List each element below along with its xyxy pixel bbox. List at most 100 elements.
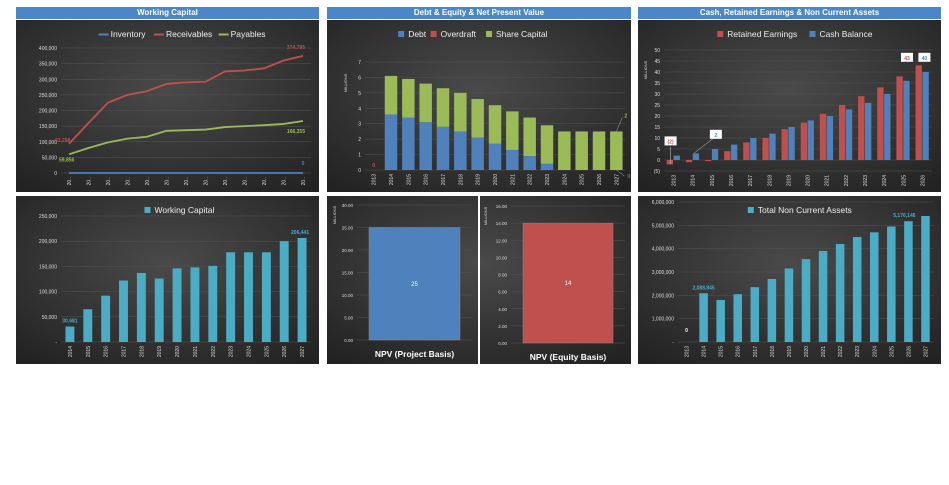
wc-lines-legend-label: Payables bbox=[231, 29, 266, 39]
cash-x-tick-label: 2015 bbox=[710, 175, 716, 186]
wc-bars-y-tick-label: - bbox=[55, 340, 57, 346]
wc-bars-svg: - 50,000 100,000 150,000 200,000 250,000 30,68… bbox=[16, 196, 319, 364]
npv-equity-y-tick-label: 4.00 bbox=[498, 307, 507, 312]
wc-bars-bar bbox=[208, 265, 218, 342]
cash-y-tick-label: (5) bbox=[654, 169, 660, 175]
wc-bars-bar bbox=[172, 268, 182, 342]
cash-y-tick-label: 10 bbox=[654, 136, 660, 142]
wc-lines-y-tick-label: 150,000 bbox=[39, 124, 57, 130]
debt-equity-bar-debt bbox=[488, 143, 502, 170]
debt-equity-x-tick-label: 2022 bbox=[528, 174, 534, 185]
wc-bars-data-label: 30,681 bbox=[62, 319, 78, 325]
wc-bars-y-tick-label: 150,000 bbox=[39, 264, 57, 270]
nca-x-tick-label: 2023 bbox=[855, 346, 861, 357]
debt-equity-bar-debt bbox=[506, 149, 519, 170]
wc-bars-bar bbox=[119, 280, 128, 342]
wc-bars-bar bbox=[244, 252, 253, 342]
wc-bars-x-tick-label: 2015 bbox=[86, 346, 92, 357]
cash-legend-label: Retained Earnings bbox=[727, 29, 797, 39]
cash-x-tick-label: 2018 bbox=[767, 175, 773, 186]
nca-y-tick-label: 5,000,000 bbox=[652, 223, 674, 229]
cash-bar-cash-balance bbox=[826, 116, 834, 160]
nca-legend-label: Total Non Current Assets bbox=[758, 205, 852, 215]
wc-bars-x-tick-label: 2014 bbox=[68, 346, 74, 357]
debt-equity-bar-debt bbox=[436, 126, 450, 170]
cash-data-label: 40 bbox=[922, 56, 928, 62]
wc-lines-y-tick-label: 300,000 bbox=[39, 77, 57, 83]
wc-lines-data-label: 374,795 bbox=[287, 45, 305, 51]
cash-x-tick-label: 2020 bbox=[806, 175, 812, 186]
nca-bar bbox=[801, 259, 811, 342]
debt-equity-data-label: 0 bbox=[627, 174, 630, 180]
wc-lines-x-tick-label: 20.. bbox=[301, 177, 307, 185]
debt-equity-x-tick-label: 2020 bbox=[493, 174, 499, 185]
debt-equity-bar-share-capital bbox=[419, 83, 432, 123]
nca-x-tick-label: 2027 bbox=[923, 346, 929, 357]
cash-legend-swatch bbox=[809, 31, 816, 37]
nca-x-tick-label: 2015 bbox=[719, 346, 725, 357]
npv-equity-y-axis-label: MILLIONS bbox=[483, 206, 488, 225]
nca-x-tick-label: 2020 bbox=[804, 346, 810, 357]
cash-bar-cash-balance bbox=[845, 109, 853, 160]
wc-bars-x-tick-label: 2026 bbox=[282, 346, 288, 357]
npv-project-y-tick-label: 25.00 bbox=[342, 226, 354, 231]
nca-bar bbox=[716, 300, 725, 342]
cash-y-tick-label: 35 bbox=[654, 81, 660, 87]
npv-project-y-tick-label: 10.00 bbox=[342, 293, 354, 298]
debt-equity-x-tick-label: 2015 bbox=[406, 174, 412, 185]
wc-bars-y-tick-label: 200,000 bbox=[39, 239, 57, 245]
debt-equity-x-tick-label: 2026 bbox=[597, 174, 603, 185]
wc-lines-background bbox=[16, 20, 319, 192]
working-capital-bar-chart: - 50,000 100,000 150,000 200,000 250,000 30,68… bbox=[16, 196, 319, 364]
wc-lines-x-tick-label: 20.. bbox=[262, 177, 268, 185]
wc-lines-x-tick-label: 20.. bbox=[204, 177, 210, 185]
nca-bar bbox=[699, 293, 708, 342]
npv-equity-category-label: NPV (Equity Basis) bbox=[530, 352, 607, 362]
wc-bars-legend-swatch bbox=[144, 207, 151, 213]
wc-bars-x-tick-label: 2025 bbox=[264, 346, 270, 357]
nca-x-tick-label: 2021 bbox=[821, 346, 827, 357]
wc-bars-y-tick-label: 100,000 bbox=[39, 290, 57, 296]
debt-equity-bar-debt bbox=[419, 122, 432, 170]
working-capital-header: Working Capital bbox=[16, 7, 319, 19]
nca-bar bbox=[733, 294, 742, 342]
cash-bar-retained-earnings bbox=[704, 160, 712, 162]
wc-lines-x-tick-label: 20.. bbox=[145, 177, 151, 185]
wc-bars-bar bbox=[101, 295, 111, 342]
wc-bars-x-tick-label: 2016 bbox=[104, 346, 110, 357]
cash-label-box bbox=[900, 52, 913, 62]
cash-data-label: 43 bbox=[904, 56, 910, 62]
cash-x-tick-label: 2022 bbox=[844, 175, 850, 186]
cash-y-axis-label: MILLIONS bbox=[643, 60, 648, 79]
cash-bar-retained-earnings bbox=[915, 65, 922, 160]
wc-lines-svg: 0 50,000 100,000 150,000 200,000 250,000 300,0… bbox=[16, 20, 319, 192]
nca-x-tick-label: 2013 bbox=[685, 346, 691, 357]
wc-bars-bar bbox=[83, 309, 93, 342]
wc-lines-series-line bbox=[68, 55, 304, 145]
wc-bars-x-tick-label: 2020 bbox=[175, 346, 181, 357]
cash-x-tick-label: 2026 bbox=[920, 175, 926, 186]
debt-equity-bar-share-capital bbox=[471, 99, 484, 138]
cash-bar-retained-earnings bbox=[858, 96, 865, 160]
npv-project-y-tick-label: 5.00 bbox=[344, 316, 353, 321]
npv-chart: 0.00 5.00 10.00 15.00 20.00 25.00 30.00 MILLION… bbox=[327, 196, 631, 364]
wc-lines-x-tick-label: 20.. bbox=[126, 177, 132, 185]
cash-background bbox=[638, 20, 941, 192]
cash-y-tick-label: 5 bbox=[657, 147, 660, 153]
cash-retained-chart: (5) 0 5 10 15 20 25 30 35 40 45 50 MILLIONS (2) 2 43 40 2… bbox=[638, 20, 941, 192]
debt-equity-y-tick-label: 0 bbox=[358, 168, 361, 174]
wc-bars-bar bbox=[154, 278, 164, 342]
npv-project-category-label: NPV (Project Basis) bbox=[375, 349, 455, 359]
nca-x-tick-label: 2019 bbox=[787, 346, 793, 357]
debt-equity-bar-debt bbox=[540, 163, 554, 170]
debt-equity-legend-label: Overdraft bbox=[441, 29, 477, 39]
debt-equity-y-tick-label: 4 bbox=[358, 106, 361, 112]
wc-bars-x-tick-label: 2017 bbox=[122, 346, 128, 357]
npv-project-data-label: 25 bbox=[411, 282, 418, 288]
cash-bar-cash-balance bbox=[750, 138, 757, 160]
cash-bar-cash-balance bbox=[865, 102, 872, 160]
cash-y-tick-label: 40 bbox=[654, 70, 660, 76]
debt-equity-bar-share-capital bbox=[436, 88, 450, 127]
wc-bars-bar bbox=[279, 241, 289, 342]
wc-lines-x-tick-label: 20.. bbox=[67, 177, 73, 185]
